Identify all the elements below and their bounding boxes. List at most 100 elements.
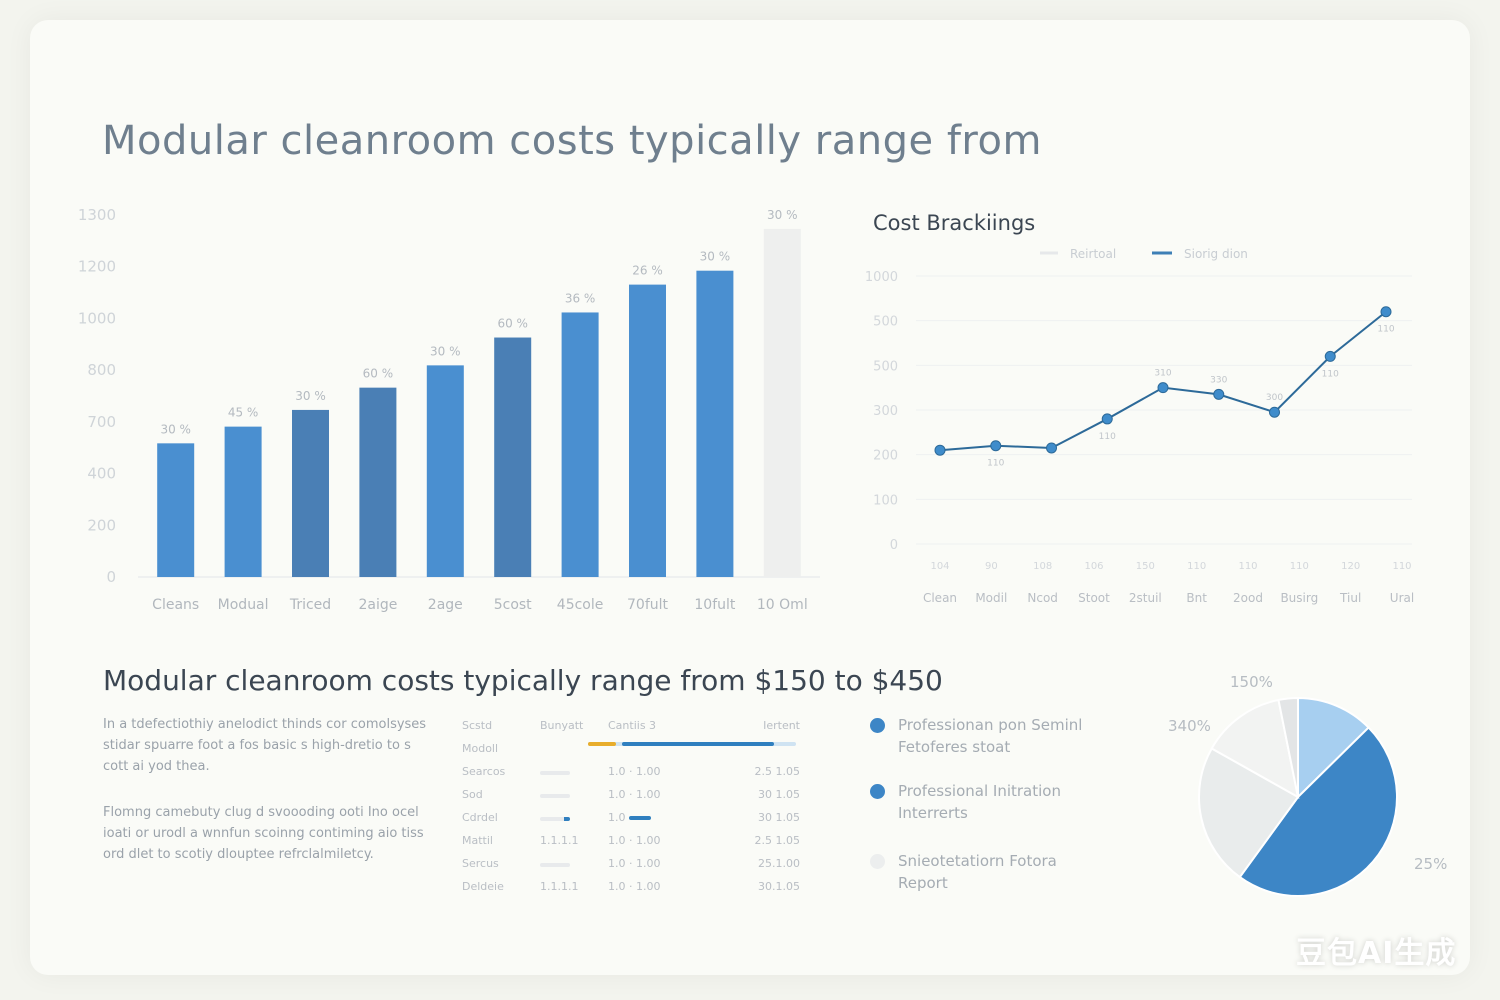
point-label: 110 xyxy=(1322,369,1339,379)
data-point xyxy=(1380,306,1392,318)
table-cell-name: Deldeie xyxy=(462,880,504,893)
bar-data-label: 36 % xyxy=(565,291,596,305)
data-point xyxy=(1213,388,1225,400)
data-point xyxy=(1157,382,1169,394)
line-chart-title: Cost Brackiings xyxy=(873,211,1035,235)
x-category-label: Busirg xyxy=(1280,591,1318,605)
table-cell: 1.0 xyxy=(608,811,690,824)
y-tick-label: 800 xyxy=(87,361,116,379)
table-row: Mattil 1.1.1.1 1.0 · 1.00 2.5 1.05 xyxy=(462,829,802,852)
bar xyxy=(359,387,397,577)
x-tick-label: 108 xyxy=(1033,561,1052,572)
table-cell xyxy=(540,811,608,824)
bar xyxy=(157,443,195,577)
x-category-label: Stoot xyxy=(1078,591,1110,605)
x-tick-label: 90 xyxy=(985,561,998,572)
mini-bar xyxy=(540,794,570,798)
pie-legend-label: Snieotetatiorn Fotora Report xyxy=(898,852,1057,892)
bar-data-label: 30 % xyxy=(160,422,191,436)
x-tick-label: 110 xyxy=(1392,561,1411,572)
point-label: 110 xyxy=(1377,325,1394,335)
table-cell: 1.0 · 1.00 xyxy=(608,765,661,778)
table-header-cell: Cantiis 3 xyxy=(608,719,657,732)
mini-bar xyxy=(629,816,651,820)
pie-annotation: 150% xyxy=(1230,673,1273,691)
y-tick-label: 500 xyxy=(873,315,898,330)
data-point xyxy=(1101,413,1113,425)
watermark: 豆包AI生成 xyxy=(1296,936,1457,971)
legend-label: Reirtoal xyxy=(1070,247,1116,261)
x-category-label: Modual xyxy=(218,597,269,613)
table-row: Sod 1.0 · 1.00 30 1.05 xyxy=(462,783,802,806)
pie-annotation: 25% xyxy=(1414,855,1447,873)
y-tick-label: 200 xyxy=(873,449,898,464)
x-category-label: Triced xyxy=(289,597,331,613)
data-point xyxy=(1046,442,1057,454)
x-tick-label: 104 xyxy=(930,561,949,572)
point-label: 110 xyxy=(1099,432,1116,442)
y-tick-label: 1000 xyxy=(78,309,116,327)
table-cell: 25.1.00 xyxy=(758,857,800,870)
x-category-label: Ncod xyxy=(1027,591,1058,605)
description-paragraph-1: In a tdefectiothiy anelodict thinds cor … xyxy=(103,717,427,774)
description-paragraph-2: Flomng camebuty clug d svoooding ooti In… xyxy=(103,805,424,862)
bar xyxy=(494,337,532,577)
x-category-label: 2ood xyxy=(1233,591,1263,605)
table-cell: 1.0 · 1.00 xyxy=(608,834,661,847)
y-tick-label: 700 xyxy=(87,413,116,431)
table-cell: 30 1.05 xyxy=(758,788,800,801)
data-point xyxy=(1324,350,1336,362)
y-tick-label: 0 xyxy=(890,538,898,553)
y-tick-label: 400 xyxy=(87,465,116,483)
point-label: 310 xyxy=(1154,369,1171,379)
table-row: Sercus 1.0 · 1.00 25.1.00 xyxy=(462,852,802,875)
legend-label: Siorig dion xyxy=(1184,247,1248,261)
y-tick-label: 1000 xyxy=(865,270,898,285)
x-category-label: Bnt xyxy=(1186,591,1207,605)
table-cell-name: Searcos xyxy=(462,765,506,778)
series-line xyxy=(939,310,1387,452)
table-cell: 1.1.1.1 xyxy=(540,880,579,893)
y-tick-label: 500 xyxy=(873,359,898,374)
bar xyxy=(696,270,734,577)
bar-data-label: 60 % xyxy=(497,317,528,331)
y-tick-label: 200 xyxy=(87,516,116,534)
pie-legend-item: Snieotetatiorn Fotora Report xyxy=(870,850,1100,894)
pie-legend-label: Professionan pon Seminl Fetoferes stoat xyxy=(898,716,1083,756)
y-tick-label: 0 xyxy=(106,568,116,586)
pie-legend-item: Professionan pon Seminl Fetoferes stoat xyxy=(870,714,1100,758)
table-cell-name: Modoll xyxy=(462,742,499,755)
bar-data-label: 60 % xyxy=(363,367,394,381)
table-header-cell: Bunyatt xyxy=(540,719,584,732)
progress-segment-blue xyxy=(622,742,774,746)
data-point xyxy=(934,444,946,456)
legend-dot-icon xyxy=(870,784,885,799)
bar xyxy=(224,426,262,577)
x-category-label: Ural xyxy=(1390,591,1414,605)
x-tick-label: 110 xyxy=(1187,561,1206,572)
bar-data-label: 26 % xyxy=(632,264,663,278)
page-title: Modular cleanroom costs typically range … xyxy=(102,118,1042,164)
pie-slice xyxy=(1238,726,1398,897)
table-cell: 1.1.1.1 xyxy=(540,834,579,847)
x-category-label: 10fult xyxy=(694,597,736,613)
bar-data-label: 30 % xyxy=(430,344,461,358)
table-cell: 2.5 1.05 xyxy=(754,834,800,847)
bar xyxy=(629,284,666,577)
point-label: 300 xyxy=(1266,393,1283,403)
table-header-cell: Scstd xyxy=(462,719,493,732)
pie-slice xyxy=(1277,696,1299,798)
pie-slice xyxy=(1210,698,1300,799)
table-header: Scstd Bunyatt Cantiis 3 Iertent xyxy=(462,714,802,737)
data-point xyxy=(990,440,1002,452)
y-tick-label: 300 xyxy=(873,404,898,419)
mini-bar xyxy=(540,863,570,867)
y-tick-label: 100 xyxy=(873,493,898,508)
mini-bar xyxy=(540,771,570,775)
bar-data-label: 45 % xyxy=(228,406,259,420)
table-cell: 1.0 · 1.00 xyxy=(608,788,661,801)
x-category-label: Modil xyxy=(975,591,1007,605)
table-cell: 30.1.05 xyxy=(758,880,800,893)
x-category-label: 2aige xyxy=(358,597,397,613)
